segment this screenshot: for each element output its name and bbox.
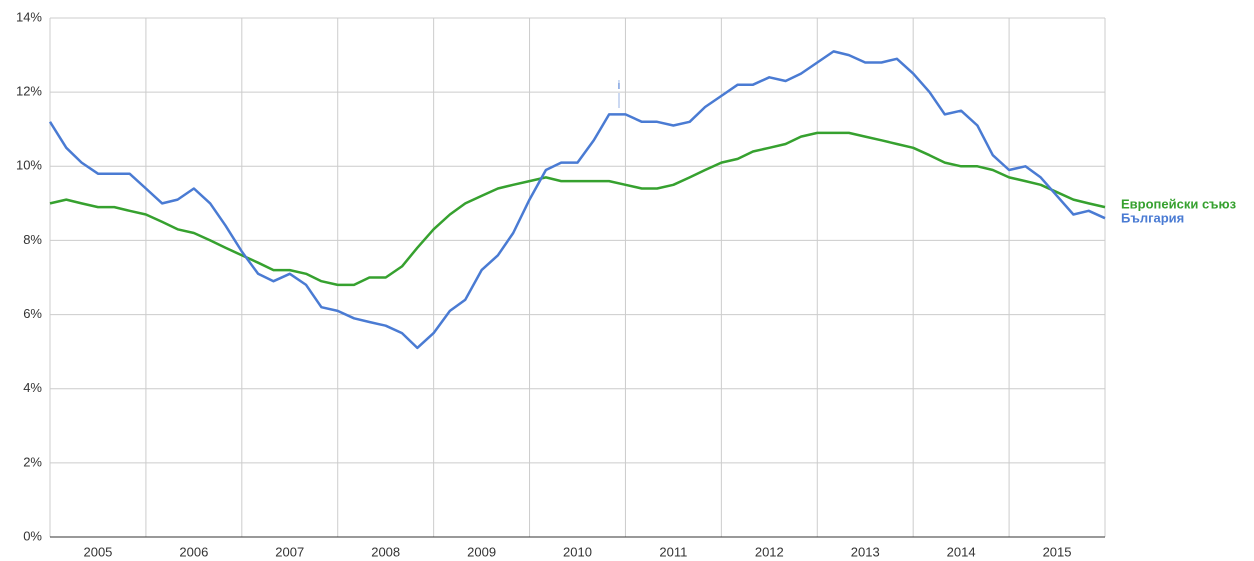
- y-tick-label: 4%: [23, 380, 42, 395]
- x-tick-label: 2007: [275, 544, 304, 559]
- y-tick-label: 14%: [16, 9, 42, 24]
- x-tick-label: 2010: [563, 544, 592, 559]
- y-tick-label: 10%: [16, 158, 42, 173]
- x-tick-label: 2011: [659, 544, 687, 559]
- annotation: i: [618, 78, 621, 92]
- x-tick-label: 2006: [179, 544, 208, 559]
- x-tick-label: 2009: [467, 544, 496, 559]
- y-tick-label: 12%: [16, 84, 42, 99]
- y-tick-label: 0%: [23, 528, 42, 543]
- x-tick-label: 2015: [1043, 544, 1072, 559]
- y-tick-label: 2%: [23, 454, 42, 469]
- y-tick-label: 6%: [23, 306, 42, 321]
- series-line: [49, 131, 1106, 287]
- series-line: [48, 50, 1106, 350]
- legend-label: Европейски съюз: [1121, 196, 1237, 211]
- y-tick-label: 8%: [23, 232, 42, 247]
- legend-label: България: [1121, 210, 1184, 225]
- x-tick-label: 2013: [851, 544, 880, 559]
- x-tick-label: 2012: [755, 544, 784, 559]
- x-tick-label: 2014: [947, 544, 976, 559]
- x-tick-label: 2008: [371, 544, 400, 559]
- x-tick-label: 2005: [83, 544, 112, 559]
